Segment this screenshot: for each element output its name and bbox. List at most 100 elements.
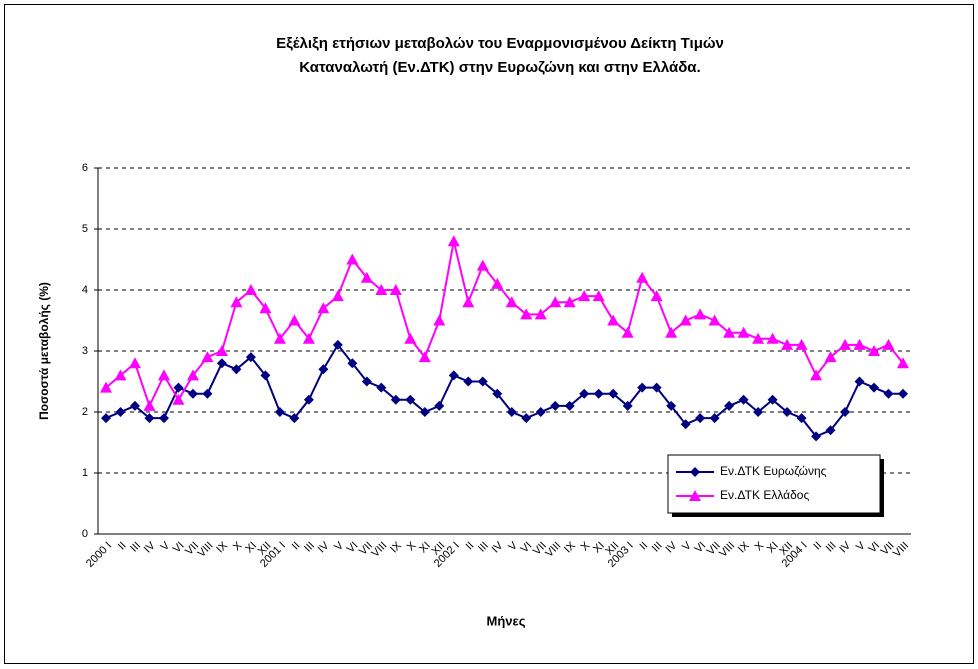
point xyxy=(187,388,198,399)
point xyxy=(260,370,271,381)
point xyxy=(447,235,460,247)
y-tick-label: 4 xyxy=(82,284,88,296)
point xyxy=(723,326,736,338)
point xyxy=(840,407,851,417)
point xyxy=(622,400,633,411)
point xyxy=(738,394,749,405)
point xyxy=(607,314,620,326)
point xyxy=(694,308,707,320)
point xyxy=(883,388,894,399)
point xyxy=(101,413,111,424)
point xyxy=(433,314,446,326)
point xyxy=(637,382,648,393)
point xyxy=(172,393,185,405)
point xyxy=(766,332,779,344)
point xyxy=(781,338,794,350)
point xyxy=(854,376,865,387)
point xyxy=(273,332,286,344)
point xyxy=(608,388,619,399)
point xyxy=(376,382,387,393)
x-axis-label: Μήνες xyxy=(487,613,526,628)
chart-title: Εξέλιξη ετήσιων μεταβολών του Εναρμονισμ… xyxy=(276,35,724,52)
point xyxy=(505,296,518,308)
point xyxy=(143,399,156,411)
point xyxy=(347,358,358,369)
chart-title: Καταναλωτή (Εν.ΔΤΚ) στην Ευρωζώνη και στ… xyxy=(299,59,700,76)
point xyxy=(361,376,372,387)
point xyxy=(550,400,561,411)
point xyxy=(346,253,359,265)
point xyxy=(578,290,591,302)
point xyxy=(492,388,503,399)
point xyxy=(215,345,228,356)
point xyxy=(404,332,417,344)
point xyxy=(115,407,126,417)
point xyxy=(753,407,764,417)
point xyxy=(535,407,546,417)
point xyxy=(231,364,242,375)
point xyxy=(419,407,430,417)
point xyxy=(564,400,575,411)
point xyxy=(114,369,127,381)
point xyxy=(405,394,416,405)
point xyxy=(882,338,895,350)
point xyxy=(418,351,431,363)
point xyxy=(708,314,721,326)
y-tick-label: 2 xyxy=(82,406,88,418)
point xyxy=(434,400,445,411)
chart-frame xyxy=(4,4,974,664)
legend-marker xyxy=(690,467,700,477)
point xyxy=(868,345,881,356)
point xyxy=(360,271,373,283)
point xyxy=(317,302,330,314)
y-tick-label: 6 xyxy=(82,162,88,174)
point xyxy=(796,413,807,424)
point xyxy=(621,326,634,338)
point xyxy=(810,369,823,381)
point xyxy=(245,352,256,363)
point xyxy=(230,296,243,308)
point xyxy=(592,290,605,302)
legend-label: Εν.ΔΤΚ Ευρωζώνης xyxy=(720,464,827,478)
point xyxy=(869,382,880,393)
point xyxy=(100,381,112,393)
legend xyxy=(667,454,881,514)
point xyxy=(695,413,706,424)
point xyxy=(186,369,199,381)
point xyxy=(521,413,532,424)
point xyxy=(303,394,314,405)
y-axis-label: Ποσοστά μεταβολής (%) xyxy=(37,282,51,420)
point xyxy=(563,296,576,308)
point xyxy=(579,388,590,399)
point xyxy=(506,407,517,417)
point xyxy=(898,388,908,399)
point xyxy=(651,382,662,393)
point xyxy=(289,413,300,424)
point xyxy=(679,314,692,326)
point xyxy=(462,296,475,308)
point xyxy=(666,400,677,411)
point xyxy=(128,357,141,369)
point xyxy=(665,326,678,338)
point xyxy=(680,419,691,430)
point xyxy=(448,370,459,381)
y-tick-label: 1 xyxy=(82,467,88,479)
point xyxy=(332,339,343,350)
point xyxy=(173,382,184,393)
point xyxy=(824,351,837,363)
point xyxy=(752,332,765,344)
point xyxy=(201,351,214,363)
point xyxy=(477,376,488,387)
point xyxy=(318,364,329,375)
point xyxy=(636,271,649,283)
point xyxy=(390,394,401,405)
point xyxy=(767,394,778,405)
point xyxy=(724,400,735,411)
point xyxy=(288,314,301,326)
point xyxy=(375,284,388,295)
point xyxy=(650,290,663,302)
point xyxy=(520,308,533,320)
point xyxy=(709,413,720,424)
point xyxy=(157,369,170,381)
